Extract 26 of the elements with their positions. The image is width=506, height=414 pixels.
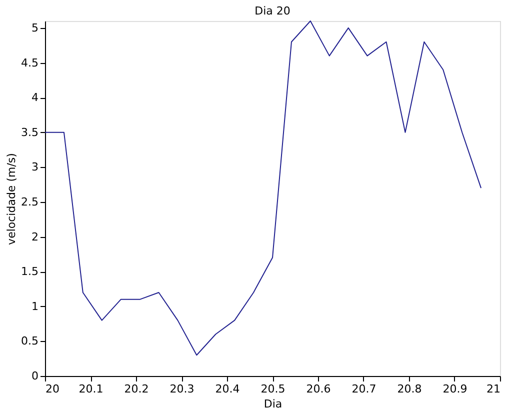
y-tick-label: 3.5 xyxy=(21,126,38,139)
y-tick-label: 2.5 xyxy=(21,195,38,208)
y-tick-label: 0 xyxy=(32,370,38,382)
x-tick-label: 20.2 xyxy=(124,382,149,396)
y-tick-label: 0.5 xyxy=(21,334,38,348)
x-tick-label: 20.6 xyxy=(306,382,331,396)
x-tick-label: 20.8 xyxy=(397,382,422,396)
x-axis-title: Dia xyxy=(264,398,282,410)
x-tick-label: 20 xyxy=(46,382,60,396)
y-tick-label: 1 xyxy=(32,300,38,313)
x-tick-label: 20.7 xyxy=(352,382,376,396)
x-tick-label: 20.1 xyxy=(78,382,104,396)
x-tick-label: 21 xyxy=(486,382,500,396)
y-tick-label: 1.5 xyxy=(21,265,38,278)
x-tick-label: 20.9 xyxy=(442,382,468,396)
y-axis-title: velocidade (m/s) xyxy=(5,153,18,245)
y-tick-label: 4.5 xyxy=(21,56,38,70)
x-tick-label: 20.3 xyxy=(170,382,194,396)
x-tick-label: 20.4 xyxy=(215,382,240,396)
x-tick-label: 20.5 xyxy=(260,382,286,396)
line-series xyxy=(44,20,482,356)
y-tick-label: 2 xyxy=(32,230,38,244)
y-tick-label: 3 xyxy=(32,160,38,174)
y-tick-label: 5 xyxy=(32,21,38,34)
chart-title: Dia 20 xyxy=(254,4,290,18)
y-tick-label: 4 xyxy=(32,91,38,104)
